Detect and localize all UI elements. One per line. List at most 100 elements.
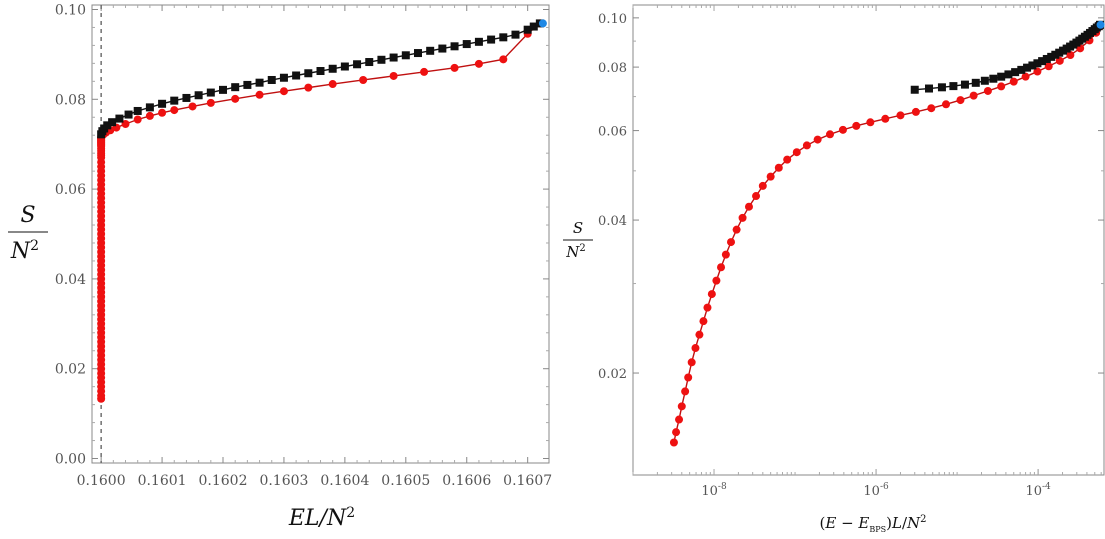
left-square-point (255, 78, 264, 87)
right-square-point (1047, 52, 1056, 61)
right-circle-point (1033, 67, 1042, 76)
right-x-axis-title: (E − EBPS)L/N2 (819, 514, 926, 534)
right-circle-point (927, 104, 936, 113)
left-square-point (523, 25, 532, 34)
right-circle-point (881, 114, 890, 123)
left-x-axis-title: EL/N2 (288, 505, 355, 531)
right-square-point (1004, 70, 1013, 79)
left-square-point (377, 55, 386, 64)
left-ticks: 0.1600 0.1601 0.1602 0.1603 0.1604 0.1605 0.16… (55, 2, 552, 489)
left-circle-point (328, 80, 337, 89)
right-circle-point (774, 163, 783, 172)
left-square-point (124, 110, 133, 119)
right-circle-point (752, 192, 761, 201)
right-circle-point (1055, 56, 1064, 65)
right-circle-point (1096, 20, 1105, 29)
left-x-tick-label: 0.1600 (77, 473, 126, 489)
left-circle-point (188, 102, 197, 111)
left-y-tick-label: 0.10 (55, 2, 86, 18)
left-square-point (499, 33, 508, 42)
right-series (669, 20, 1105, 447)
left-square-point (389, 53, 398, 62)
left-square-point (413, 49, 422, 58)
left-y-tick-label: 0.02 (55, 362, 86, 378)
left-x-tick-label: 0.1603 (259, 473, 308, 489)
right-series-1 (910, 20, 1104, 94)
left-square-point (353, 60, 362, 69)
right-circle-point (911, 107, 920, 116)
left-square-point (279, 73, 288, 82)
left-circle-point (389, 71, 398, 80)
left-y-tick-label: 0.08 (55, 92, 86, 108)
left-square-point (182, 93, 191, 102)
left-square-point (438, 44, 447, 53)
right-circle-point (1009, 77, 1018, 86)
right-circle-point (744, 202, 753, 211)
left-series-line (100, 22, 541, 399)
left-square-point (243, 80, 252, 89)
right-x-tick-label: 10-4 (1025, 482, 1051, 499)
left-y-axis-title: S N2 (8, 203, 48, 264)
right-circle-point (956, 96, 965, 105)
left-circle-point (359, 75, 368, 84)
left-circle-point (538, 19, 547, 28)
left-square-point (267, 75, 276, 84)
svg-text:S: S (20, 203, 35, 228)
right-plot-frame (632, 4, 1105, 476)
left-square-point (145, 103, 154, 112)
left-x-tick-label: 0.1601 (138, 473, 187, 489)
left-circle-point (255, 90, 264, 99)
left-series-1 (97, 19, 544, 139)
right-square-point (1011, 68, 1020, 77)
right-circle-point (684, 373, 693, 382)
right-circle-point (699, 317, 708, 326)
left-x-tick-label: 0.1605 (381, 473, 430, 489)
left-square-point (511, 30, 520, 39)
right-square-point (1042, 54, 1051, 63)
left-chart: 0.1600 0.1601 0.1602 0.1603 0.1604 0.1605 0.16… (8, 2, 552, 531)
left-square-point (401, 51, 410, 60)
right-square-point (1033, 59, 1042, 68)
right-circle-point (672, 428, 681, 437)
svg-text:N2: N2 (10, 238, 39, 264)
left-square-point (158, 99, 167, 108)
left-x-tick-label: 0.1602 (199, 473, 248, 489)
right-circle-point (732, 225, 741, 234)
left-circle-point (474, 59, 483, 68)
left-y-tick-label: 0.04 (55, 272, 86, 288)
right-circle-point (826, 130, 835, 139)
left-square-point (219, 85, 228, 94)
right-circle-point (1066, 51, 1075, 60)
right-y-tick-label: 0.06 (598, 125, 627, 140)
left-square-point (328, 64, 337, 73)
right-circle-point (703, 303, 712, 312)
right-y-axis-title: S N2 (563, 219, 593, 261)
right-square-point (971, 78, 980, 87)
right-circle-point (942, 100, 951, 109)
right-circle-point (983, 86, 992, 95)
left-x-tick-label: 0.1604 (320, 473, 369, 489)
left-series (97, 19, 547, 403)
left-square-point (450, 42, 459, 51)
right-series-2 (1096, 20, 1105, 29)
left-circle-point (206, 98, 215, 107)
left-circle-point (420, 67, 429, 76)
right-circle-point (691, 344, 700, 353)
left-circle-point (121, 119, 130, 128)
right-square-point (980, 76, 989, 85)
right-square-point (949, 82, 958, 91)
left-series-line (100, 22, 541, 135)
right-square-point (937, 83, 946, 92)
left-square-point (487, 35, 496, 44)
left-circle-point (450, 63, 459, 72)
right-square-point (960, 80, 969, 89)
right-circle-point (838, 125, 847, 134)
left-square-point (206, 88, 215, 97)
left-circle-point (304, 83, 313, 92)
right-circle-point (792, 148, 801, 157)
right-circle-point (669, 438, 678, 447)
right-circle-point (852, 121, 861, 130)
right-series-0 (669, 22, 1104, 447)
right-circle-point (687, 358, 696, 367)
